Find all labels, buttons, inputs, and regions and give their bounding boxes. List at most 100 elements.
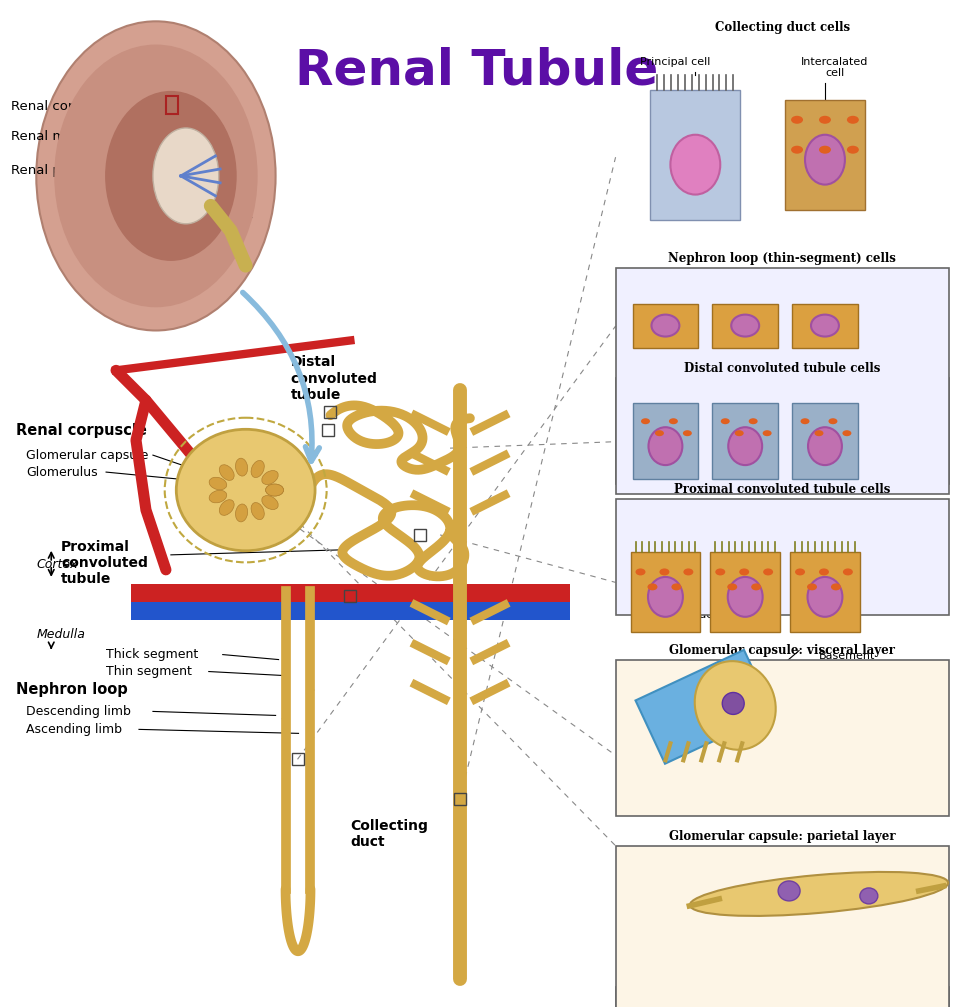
- Bar: [166, 96, 178, 114]
- Bar: [635, 650, 774, 764]
- Ellipse shape: [220, 465, 234, 481]
- Bar: [414, 529, 426, 541]
- Ellipse shape: [265, 484, 284, 496]
- Ellipse shape: [651, 314, 679, 337]
- Ellipse shape: [819, 116, 831, 124]
- Text: Medulla: Medulla: [36, 628, 85, 641]
- Ellipse shape: [647, 584, 657, 591]
- Text: Glomerulus: Glomerulus: [27, 466, 98, 479]
- Bar: [291, 753, 304, 765]
- Ellipse shape: [815, 430, 823, 436]
- Ellipse shape: [236, 459, 247, 476]
- Bar: [712, 403, 778, 479]
- Text: Highly infolded plasma
membrane: Highly infolded plasma membrane: [635, 610, 764, 632]
- Text: Podocyte: Podocyte: [819, 696, 870, 706]
- Ellipse shape: [54, 44, 258, 307]
- Ellipse shape: [749, 418, 757, 424]
- Text: Proximal convoluted tubule cells: Proximal convoluted tubule cells: [674, 483, 890, 496]
- Text: Fenestrated
endothelium of
the glomerulus: Fenestrated endothelium of the glomerulu…: [819, 740, 903, 773]
- Text: Proximal
convoluted
tubule: Proximal convoluted tubule: [61, 540, 148, 587]
- Ellipse shape: [819, 146, 831, 153]
- Text: Renal corpuscle: Renal corpuscle: [16, 422, 147, 437]
- Ellipse shape: [262, 496, 278, 509]
- Ellipse shape: [670, 135, 720, 195]
- Ellipse shape: [763, 569, 774, 576]
- Text: Cortex: Cortex: [36, 558, 77, 572]
- Text: Nephron loop: Nephron loop: [16, 682, 128, 697]
- Ellipse shape: [177, 429, 315, 550]
- Ellipse shape: [732, 314, 759, 337]
- Ellipse shape: [847, 116, 859, 124]
- Ellipse shape: [734, 430, 744, 436]
- Bar: [325, 406, 336, 418]
- Ellipse shape: [153, 128, 219, 224]
- Bar: [632, 303, 698, 348]
- Text: Renal cortex: Renal cortex: [11, 100, 95, 113]
- Bar: [616, 846, 949, 1008]
- Bar: [712, 303, 778, 348]
- Bar: [454, 793, 466, 805]
- Bar: [616, 378, 949, 484]
- Bar: [345, 590, 356, 602]
- Ellipse shape: [828, 418, 838, 424]
- Ellipse shape: [655, 430, 664, 436]
- Ellipse shape: [262, 471, 278, 485]
- Bar: [131, 602, 570, 620]
- Text: Distal convoluted tubule cells: Distal convoluted tubule cells: [684, 363, 881, 375]
- Ellipse shape: [805, 135, 845, 184]
- Bar: [616, 660, 949, 815]
- Bar: [792, 303, 858, 348]
- Ellipse shape: [671, 584, 681, 591]
- Bar: [630, 552, 700, 632]
- Ellipse shape: [778, 881, 800, 901]
- Ellipse shape: [739, 569, 749, 576]
- Ellipse shape: [641, 418, 650, 424]
- Ellipse shape: [808, 577, 842, 617]
- Bar: [650, 90, 740, 220]
- Ellipse shape: [660, 569, 669, 576]
- Ellipse shape: [728, 584, 737, 591]
- Bar: [785, 100, 865, 210]
- Text: Collecting duct cells: Collecting duct cells: [714, 20, 850, 33]
- Text: Thick segment: Thick segment: [106, 648, 199, 661]
- Ellipse shape: [763, 430, 772, 436]
- Ellipse shape: [831, 584, 841, 591]
- Ellipse shape: [722, 692, 744, 715]
- Ellipse shape: [635, 569, 646, 576]
- Bar: [616, 499, 949, 615]
- Text: Renal medulla: Renal medulla: [11, 129, 107, 142]
- Ellipse shape: [808, 427, 842, 465]
- Ellipse shape: [220, 500, 234, 515]
- Ellipse shape: [860, 888, 878, 904]
- Ellipse shape: [648, 577, 683, 617]
- Bar: [711, 552, 780, 632]
- Bar: [632, 403, 698, 479]
- Ellipse shape: [105, 91, 237, 261]
- Text: Collecting
duct: Collecting duct: [350, 820, 428, 850]
- Ellipse shape: [251, 461, 265, 478]
- Text: Glomerular capsule: parietal layer: Glomerular capsule: parietal layer: [668, 830, 896, 843]
- Text: Intercalated
cell: Intercalated cell: [801, 56, 869, 79]
- Ellipse shape: [684, 569, 693, 576]
- Ellipse shape: [796, 569, 805, 576]
- Text: Ureter: Ureter: [211, 215, 253, 227]
- Text: Glomerular capsule: Glomerular capsule: [27, 449, 149, 462]
- Ellipse shape: [791, 116, 803, 124]
- Ellipse shape: [668, 418, 678, 424]
- Text: Renal pelvis: Renal pelvis: [11, 164, 92, 177]
- Ellipse shape: [36, 21, 276, 331]
- Text: Basement
membrane: Basement membrane: [819, 650, 881, 672]
- Bar: [616, 268, 949, 494]
- Ellipse shape: [791, 146, 803, 153]
- Ellipse shape: [251, 503, 265, 519]
- Text: Kidney: Kidney: [91, 224, 134, 237]
- Ellipse shape: [683, 430, 691, 436]
- Bar: [792, 403, 858, 479]
- Ellipse shape: [694, 661, 775, 750]
- Ellipse shape: [721, 418, 730, 424]
- Ellipse shape: [728, 577, 763, 617]
- Ellipse shape: [209, 490, 226, 503]
- Ellipse shape: [843, 569, 853, 576]
- Ellipse shape: [715, 569, 725, 576]
- Text: Principal cell: Principal cell: [640, 56, 711, 67]
